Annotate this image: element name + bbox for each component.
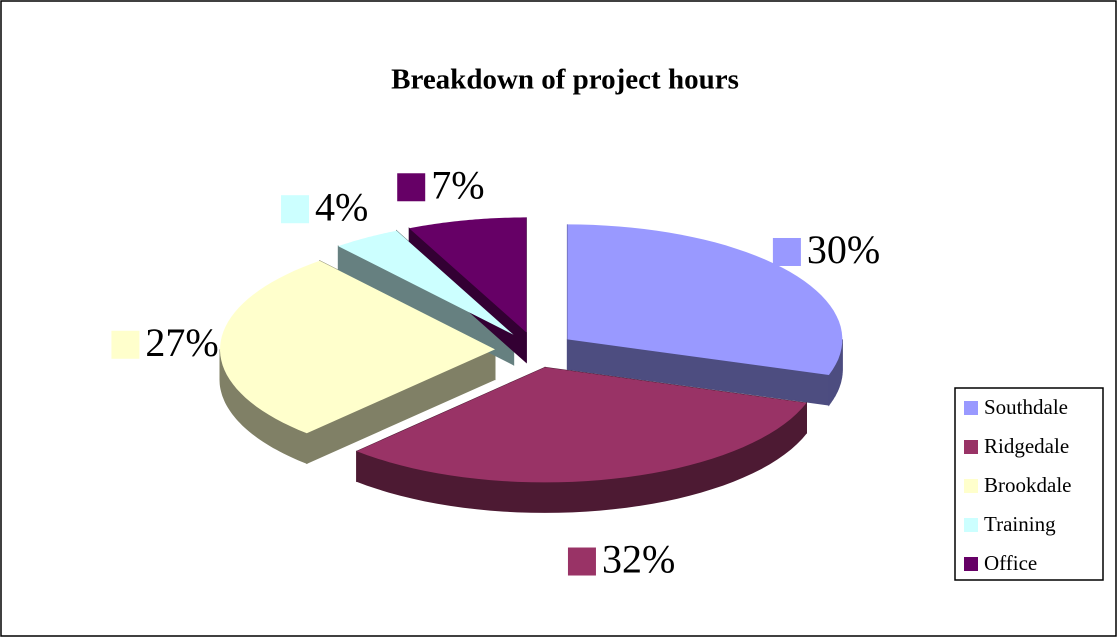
data-label: 27% — [145, 320, 218, 365]
data-label: 30% — [807, 227, 880, 272]
slice — [409, 217, 527, 333]
chart-title: Breakdown of project hours — [391, 64, 739, 96]
legend-label: Southdale — [984, 395, 1068, 419]
data-label-key — [567, 547, 596, 576]
slice — [220, 260, 495, 434]
data-label-key — [111, 330, 140, 359]
data-label: 32% — [602, 537, 675, 582]
data-label-key — [772, 237, 801, 266]
slice-wall — [356, 401, 807, 513]
data-label: 7% — [431, 162, 484, 207]
legend-key — [964, 557, 978, 571]
slice-wall — [219, 349, 308, 465]
legend-label: Brookdale — [984, 473, 1071, 497]
legend-key — [964, 518, 978, 532]
slice — [567, 224, 843, 375]
data-label: 4% — [315, 184, 368, 229]
data-label-key — [397, 173, 426, 202]
legend-label: Training — [984, 512, 1056, 536]
legend-box — [954, 387, 1104, 581]
slice — [338, 230, 514, 335]
data-label-key — [281, 195, 310, 224]
legend-key — [964, 479, 978, 493]
legend-key — [964, 401, 978, 415]
slice — [356, 367, 807, 483]
slice-wall — [828, 339, 843, 407]
legend-label: Office — [984, 551, 1037, 575]
legend-label: Ridgedale — [984, 434, 1069, 458]
legend-key — [964, 440, 978, 454]
